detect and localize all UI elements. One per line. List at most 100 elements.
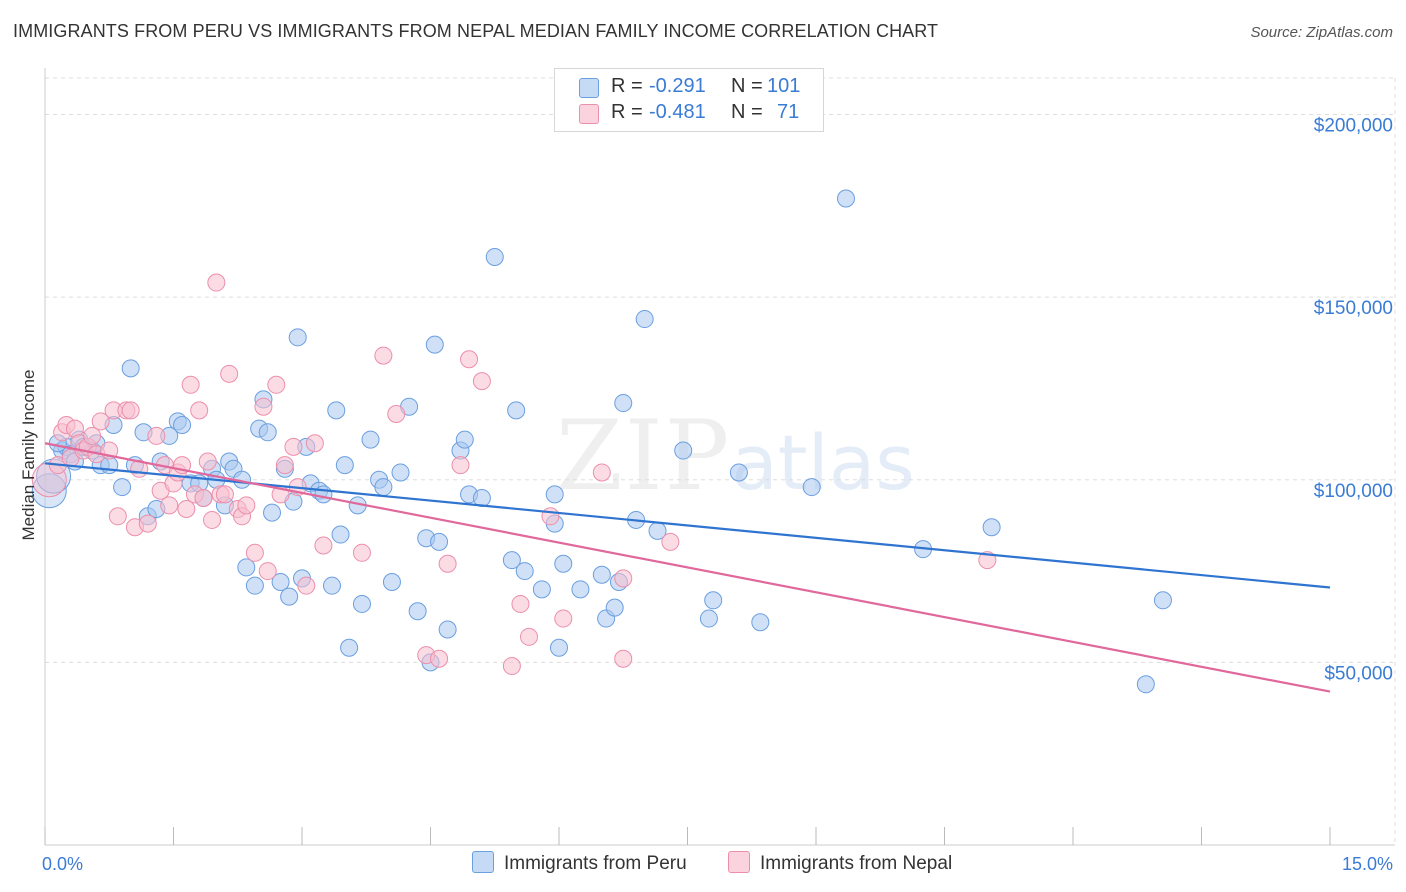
axes [44, 68, 1395, 846]
nepal-point [284, 437, 303, 456]
nepal-point [314, 536, 333, 555]
nepal-swatch [728, 851, 750, 873]
data-points [31, 189, 1172, 694]
peru-point [836, 189, 855, 208]
peru-point [455, 430, 474, 449]
nepal-point [502, 657, 521, 676]
nepal-point [387, 405, 406, 424]
peru-point [592, 565, 611, 584]
nepal-point [430, 649, 449, 668]
peru-point [802, 478, 821, 497]
peru-point [550, 638, 568, 657]
peru-point [532, 580, 551, 599]
nepal-point [352, 543, 371, 562]
peru-point [322, 576, 341, 595]
grid-lines [45, 77, 1396, 845]
nepal-point [254, 397, 273, 416]
nepal-point [305, 434, 324, 453]
nepal-point [121, 401, 140, 420]
nepal-point [451, 456, 470, 475]
peru-point [173, 415, 192, 434]
peru-point [614, 394, 633, 413]
legend-r-label: R = [611, 75, 643, 97]
peru-point [258, 423, 277, 442]
y-tick-label: $50,000 [1324, 663, 1393, 684]
peru-point [982, 518, 1001, 537]
peru-point [515, 562, 534, 581]
watermark-zip: ZIP [556, 400, 732, 512]
legend-r-label: R = [611, 101, 643, 123]
nepal-point [108, 507, 127, 526]
peru-point [502, 551, 521, 570]
peru-point [438, 620, 457, 639]
peru-point [245, 576, 264, 595]
peru-point [288, 328, 307, 347]
legend-r-value: -0.481 [649, 101, 706, 123]
nepal-point [190, 401, 209, 420]
peru-point [31, 473, 67, 509]
legend-n-label: N = [731, 75, 763, 97]
peru-point [121, 359, 140, 378]
nepal-point [207, 273, 226, 292]
peru-point [335, 456, 354, 475]
x-tick-label: 0.0% [42, 854, 83, 874]
peru-point [1136, 675, 1155, 694]
nepal-point [460, 350, 479, 369]
peru-point [554, 554, 573, 573]
peru-point [751, 613, 770, 632]
peru-point [408, 602, 427, 621]
nepal-point [147, 426, 166, 445]
nepal-point [541, 507, 560, 526]
peru-point [382, 573, 401, 592]
nepal-point [614, 649, 633, 668]
nepal-point [215, 485, 234, 504]
y-tick-label: $100,000 [1314, 481, 1393, 502]
nepal-swatch [579, 104, 599, 124]
peru-point [571, 580, 590, 599]
y-tick-label: $150,000 [1314, 298, 1393, 319]
nepal-point [472, 372, 491, 391]
nepal-point [374, 346, 393, 365]
source-credit: Source: ZipAtlas.com [1250, 24, 1393, 41]
tick-labels: $50,000 $100,000 $150,000 $200,000 0.0% 15.0% [42, 116, 1393, 874]
peru-point [361, 430, 380, 449]
nepal-point [198, 452, 217, 471]
nepal-point [177, 499, 196, 518]
peru-point [545, 485, 564, 504]
correlation-legend: R = -0.291 N = 101 R = -0.481 N = 71 [554, 68, 824, 132]
peru-point [314, 485, 333, 504]
peru-point [674, 441, 693, 460]
peru-point [352, 594, 371, 613]
zipatlas-watermark: ZIPatlas [556, 400, 915, 512]
peru-point [507, 401, 526, 420]
legend-label-peru: Immigrants from Peru [504, 853, 687, 874]
legend-label-nepal: Immigrants from Nepal [760, 853, 953, 874]
nepal-point [138, 514, 157, 533]
chart-title: IMMIGRANTS FROM PERU VS IMMIGRANTS FROM … [13, 21, 939, 41]
peru-point [374, 478, 393, 497]
peru-point [271, 573, 290, 592]
peru-point [327, 401, 346, 420]
nepal-point [438, 554, 457, 573]
x-tick-label: 15.0% [1342, 854, 1393, 874]
y-axis-label: Median Family Income [19, 369, 38, 540]
peru-point [237, 558, 256, 577]
y-tick-label: $200,000 [1314, 116, 1393, 137]
peru-point [635, 310, 654, 329]
peru-point [1153, 591, 1172, 610]
legend-n-value: 101 [767, 75, 801, 97]
nepal-point [258, 562, 277, 581]
nepal-point [181, 375, 200, 394]
trend-lines [44, 442, 1331, 693]
nepal-point [614, 569, 633, 588]
peru-point [699, 609, 718, 628]
peru-swatch [579, 78, 599, 98]
peru-point [425, 335, 444, 354]
legend-r-value: -0.291 [649, 75, 706, 97]
nepal-point [267, 375, 286, 394]
nepal-point [275, 456, 294, 475]
peru-point [263, 503, 282, 522]
legend-item-nepal: Immigrants from Nepal [728, 851, 952, 875]
peru-point [729, 463, 748, 482]
